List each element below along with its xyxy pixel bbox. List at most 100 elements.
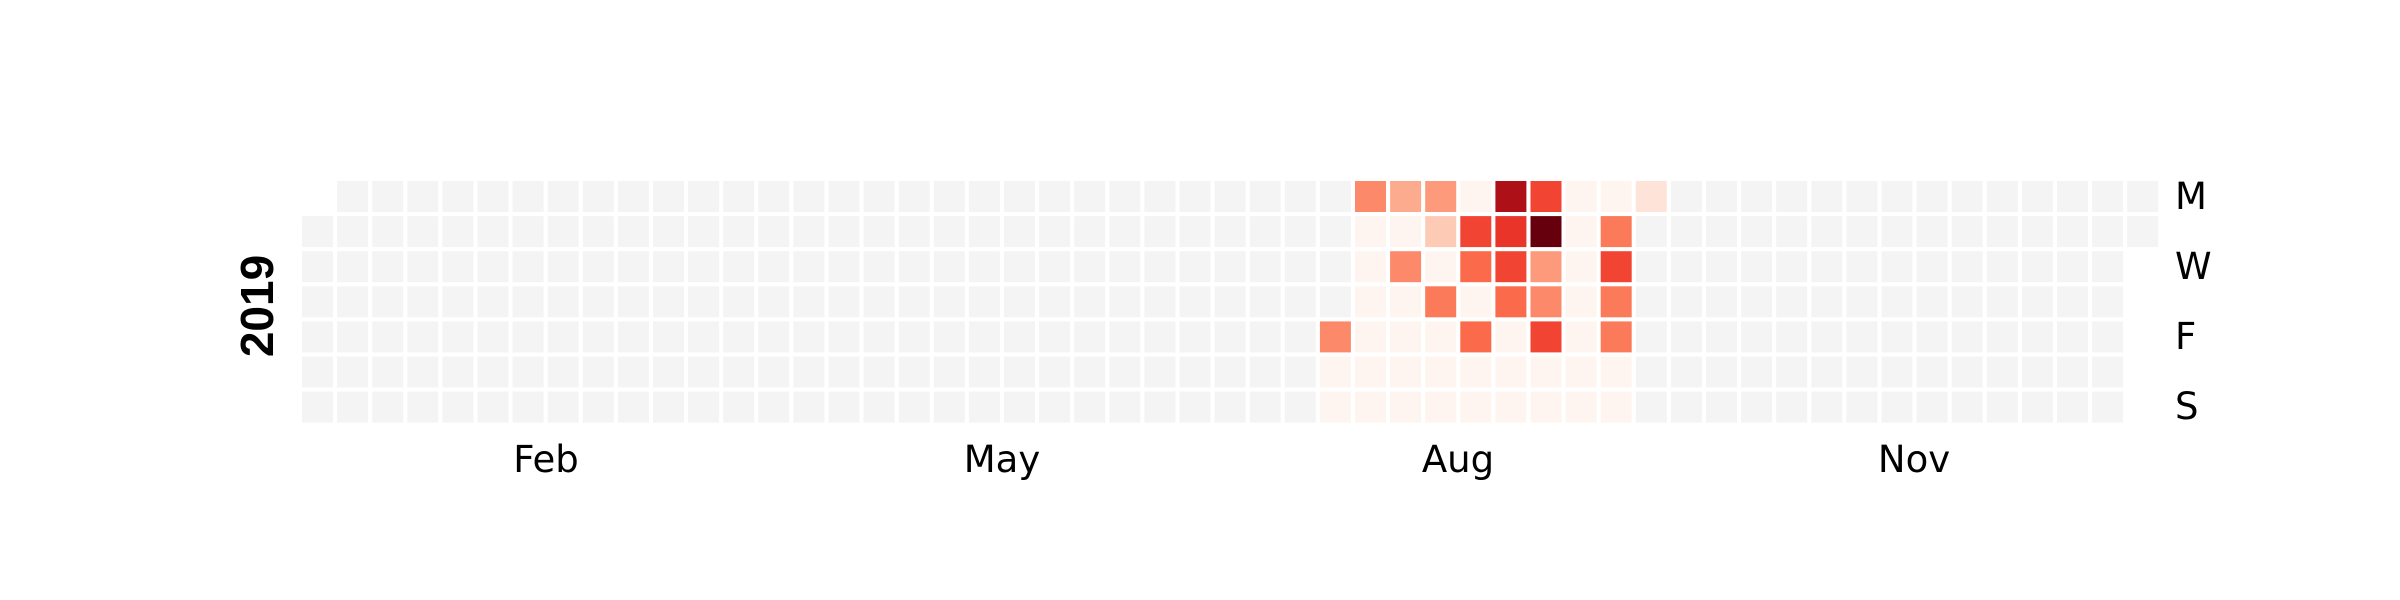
heatmap-cell bbox=[1320, 392, 1351, 423]
heatmap-cell bbox=[934, 357, 965, 388]
heatmap-cell bbox=[1566, 321, 1597, 352]
heatmap-cell bbox=[1180, 392, 1211, 423]
heatmap-cell bbox=[1180, 181, 1211, 212]
heatmap-cell bbox=[758, 392, 789, 423]
heatmap-cell bbox=[829, 216, 860, 247]
heatmap-cell bbox=[1250, 392, 1281, 423]
heatmap-cell bbox=[372, 251, 403, 282]
heatmap-cell bbox=[1355, 392, 1386, 423]
heatmap-cell bbox=[1811, 181, 1842, 212]
heatmap-cell bbox=[1531, 286, 1562, 317]
heatmap-cell bbox=[1215, 286, 1246, 317]
heatmap-cell bbox=[1285, 216, 1316, 247]
heatmap-cell bbox=[1846, 251, 1877, 282]
heatmap-cell bbox=[1741, 392, 1772, 423]
heatmap-cell bbox=[1531, 321, 1562, 352]
heatmap-cell bbox=[1039, 357, 1070, 388]
heatmap-cell bbox=[969, 286, 1000, 317]
heatmap-cell bbox=[1074, 286, 1105, 317]
heatmap-cell bbox=[723, 216, 754, 247]
heatmap-cell bbox=[1285, 357, 1316, 388]
heatmap-cell bbox=[1425, 286, 1456, 317]
heatmap-cell bbox=[1987, 392, 2018, 423]
heatmap-cell bbox=[969, 181, 1000, 212]
heatmap-cell bbox=[1601, 181, 1632, 212]
heatmap-cell bbox=[1952, 286, 1983, 317]
heatmap-cell bbox=[548, 251, 579, 282]
heatmap-cell bbox=[1776, 357, 1807, 388]
heatmap-cell bbox=[1846, 357, 1877, 388]
heatmap-cell bbox=[1355, 181, 1386, 212]
heatmap-cell bbox=[1987, 251, 2018, 282]
heatmap-cell bbox=[1987, 321, 2018, 352]
heatmap-cell bbox=[1531, 181, 1562, 212]
heatmap-cell bbox=[1425, 216, 1456, 247]
heatmap-cell bbox=[1882, 181, 1913, 212]
heatmap-cell bbox=[2022, 357, 2053, 388]
heatmap-cell bbox=[2057, 286, 2088, 317]
heatmap-cell bbox=[1004, 181, 1035, 212]
heatmap-cell bbox=[864, 392, 895, 423]
heatmap-cell bbox=[1636, 216, 1667, 247]
heatmap-cell bbox=[1495, 251, 1526, 282]
heatmap-cell bbox=[2022, 286, 2053, 317]
heatmap-cell bbox=[2092, 392, 2123, 423]
heatmap-cell bbox=[1460, 392, 1491, 423]
heatmap-cell bbox=[1741, 251, 1772, 282]
heatmap-cell bbox=[1355, 357, 1386, 388]
heatmap-cells bbox=[302, 181, 2158, 423]
heatmap-cell bbox=[478, 181, 509, 212]
heatmap-cell bbox=[442, 357, 473, 388]
heatmap-cell bbox=[478, 286, 509, 317]
heatmap-cell bbox=[1004, 357, 1035, 388]
heatmap-cell bbox=[1776, 216, 1807, 247]
heatmap-cell bbox=[1215, 181, 1246, 212]
heatmap-cell bbox=[2092, 216, 2123, 247]
heatmap-cell bbox=[723, 321, 754, 352]
heatmap-cell bbox=[1601, 321, 1632, 352]
heatmap-cell bbox=[1039, 181, 1070, 212]
heatmap-cell bbox=[1952, 251, 1983, 282]
heatmap-cell bbox=[1460, 251, 1491, 282]
heatmap-cell bbox=[1004, 392, 1035, 423]
heatmap-cell bbox=[934, 251, 965, 282]
heatmap-cell bbox=[2057, 181, 2088, 212]
heatmap-cell bbox=[1460, 321, 1491, 352]
heatmap-cell bbox=[442, 251, 473, 282]
heatmap-cell bbox=[2127, 181, 2158, 212]
heatmap-cell bbox=[1776, 251, 1807, 282]
heatmap-cell bbox=[1495, 216, 1526, 247]
heatmap-cell bbox=[1285, 181, 1316, 212]
heatmap-cell bbox=[407, 357, 438, 388]
heatmap-cell bbox=[1390, 181, 1421, 212]
year-label: 2019 bbox=[231, 255, 283, 357]
heatmap-cell bbox=[1355, 321, 1386, 352]
heatmap-cell bbox=[513, 321, 544, 352]
heatmap-cell bbox=[864, 251, 895, 282]
heatmap-cell bbox=[2022, 251, 2053, 282]
heatmap-cell bbox=[1039, 286, 1070, 317]
heatmap-cell bbox=[407, 181, 438, 212]
heatmap-cell bbox=[1706, 181, 1737, 212]
heatmap-cell bbox=[758, 181, 789, 212]
weekday-label-f: F bbox=[2175, 315, 2196, 358]
heatmap-cell bbox=[1917, 251, 1948, 282]
heatmap-cell bbox=[653, 251, 684, 282]
heatmap-cell bbox=[688, 357, 719, 388]
heatmap-cell bbox=[1566, 181, 1597, 212]
heatmap-cell bbox=[969, 321, 1000, 352]
heatmap-cell bbox=[548, 392, 579, 423]
heatmap-cell bbox=[1215, 251, 1246, 282]
heatmap-cell bbox=[1811, 321, 1842, 352]
heatmap-cell bbox=[372, 181, 403, 212]
heatmap-cell bbox=[758, 321, 789, 352]
heatmap-cell bbox=[1495, 392, 1526, 423]
heatmap-cell bbox=[829, 321, 860, 352]
heatmap-cell bbox=[1390, 321, 1421, 352]
heatmap-cell bbox=[1776, 286, 1807, 317]
heatmap-cell bbox=[1917, 181, 1948, 212]
heatmap-cell bbox=[1952, 321, 1983, 352]
heatmap-cell bbox=[337, 357, 368, 388]
heatmap-cell bbox=[372, 286, 403, 317]
heatmap-cell bbox=[1144, 286, 1175, 317]
